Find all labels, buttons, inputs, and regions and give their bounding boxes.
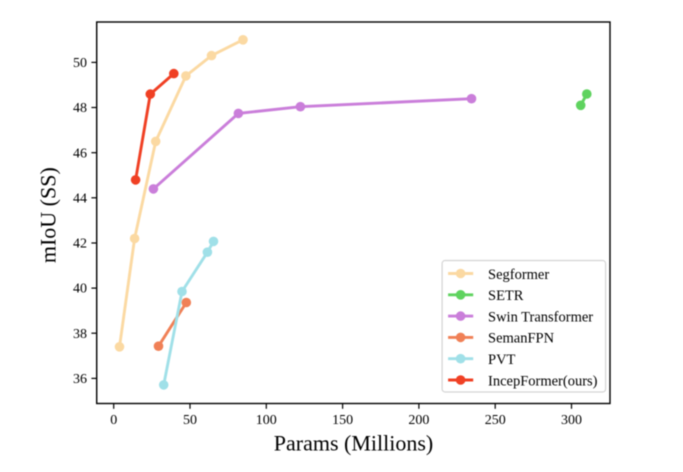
svg-text:150: 150 xyxy=(332,413,353,428)
svg-text:36: 36 xyxy=(73,372,87,387)
svg-text:300: 300 xyxy=(561,413,582,428)
svg-text:SETR: SETR xyxy=(488,288,524,304)
svg-text:PVT: PVT xyxy=(488,352,516,368)
svg-text:0: 0 xyxy=(110,413,117,428)
svg-text:mIoU (SS): mIoU (SS) xyxy=(36,167,61,263)
svg-text:Swin Transformer: Swin Transformer xyxy=(488,309,593,325)
svg-text:100: 100 xyxy=(256,413,277,428)
svg-text:40: 40 xyxy=(73,282,87,297)
svg-text:IncepFormer(ours): IncepFormer(ours) xyxy=(488,373,598,389)
svg-text:250: 250 xyxy=(485,413,506,428)
svg-text:48: 48 xyxy=(73,101,87,116)
svg-text:44: 44 xyxy=(73,191,87,206)
svg-text:38: 38 xyxy=(73,327,87,342)
svg-text:Params (Millions): Params (Millions) xyxy=(274,431,434,456)
svg-text:50: 50 xyxy=(73,56,87,71)
svg-text:46: 46 xyxy=(73,146,87,161)
svg-text:SemanFPN: SemanFPN xyxy=(488,331,555,347)
svg-text:200: 200 xyxy=(408,413,429,428)
svg-text:50: 50 xyxy=(183,413,197,428)
svg-text:Segformer: Segformer xyxy=(488,267,549,283)
svg-text:42: 42 xyxy=(73,237,87,252)
